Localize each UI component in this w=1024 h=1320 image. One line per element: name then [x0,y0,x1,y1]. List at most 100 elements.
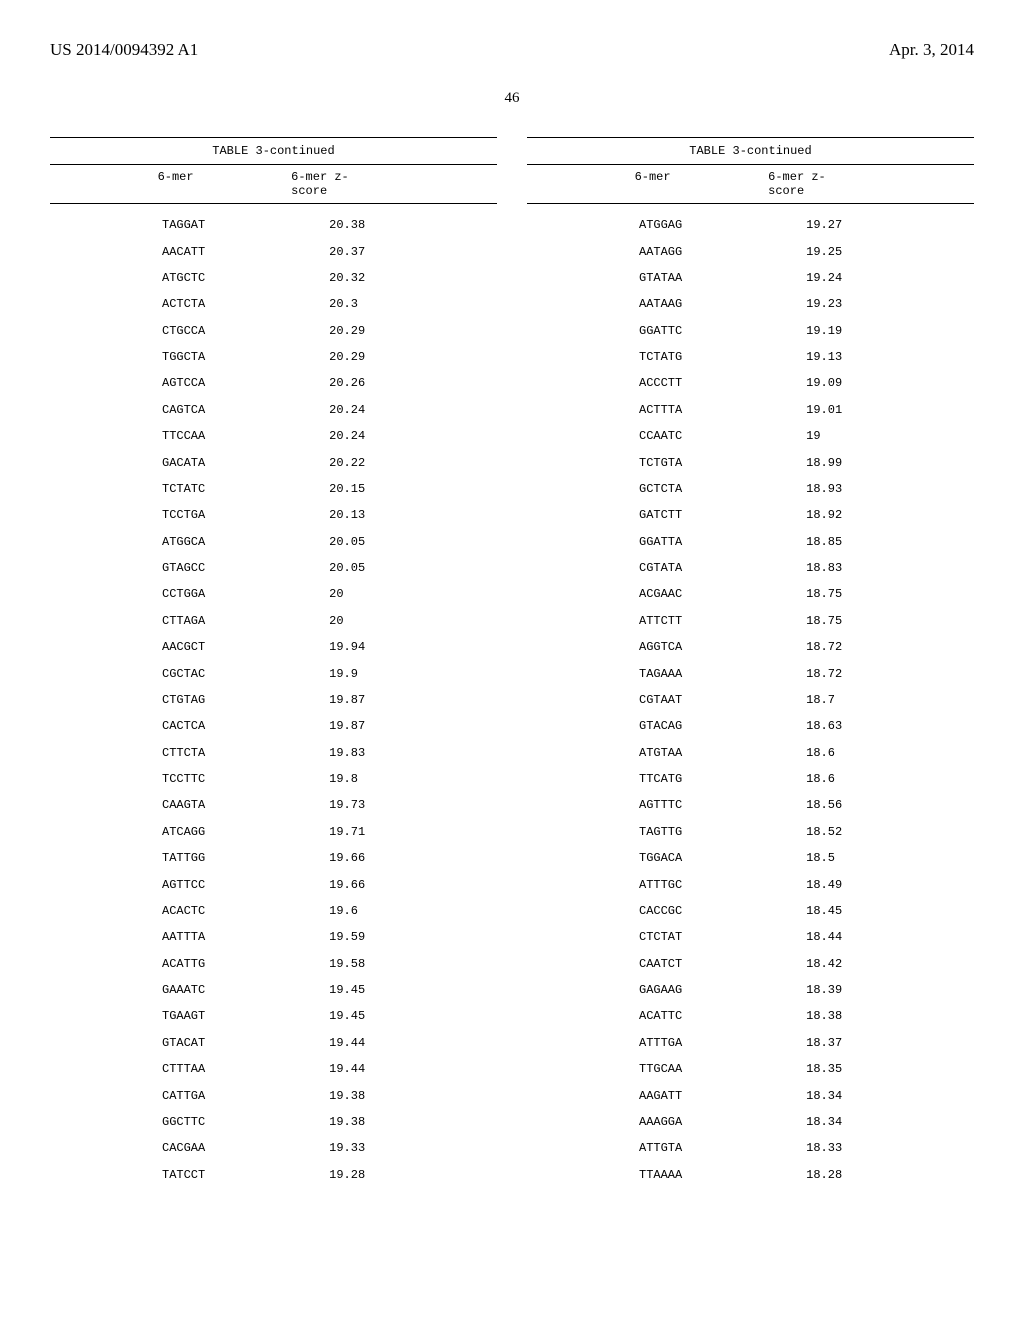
table-row: AAAGGA18.34 [527,1109,974,1135]
table-row: AATTTA19.59 [50,924,497,950]
score-cell: 18.33 [728,1141,974,1155]
mer-cell: CACTCA [50,719,251,733]
mer-cell: GCTCTA [527,482,728,496]
score-cell: 19.45 [251,983,497,997]
table-row: ATTTGC18.49 [527,871,974,897]
score-cell: 18.52 [728,825,974,839]
table-row: CACGAA19.33 [50,1135,497,1161]
rule-line [527,203,974,204]
mer-cell: AACATT [50,245,251,259]
score-cell: 19.94 [251,640,497,654]
table-row: TATCCT19.28 [50,1162,497,1188]
mer-cell: AAAGGA [527,1115,728,1129]
table-row: ACATTC18.38 [527,1003,974,1029]
mer-cell: AGTCCA [50,376,251,390]
mer-cell: CATTGA [50,1089,251,1103]
table-row: TGGCTA20.29 [50,344,497,370]
table-row: ATGCTC20.32 [50,265,497,291]
score-cell: 19.44 [251,1036,497,1050]
table-row: ACGAAC18.75 [527,581,974,607]
mer-cell: TCTATG [527,350,728,364]
score-cell: 20.38 [251,218,497,232]
mer-cell: GACATA [50,456,251,470]
table-row: TGGACA18.5 [527,845,974,871]
table-row: TTGCAA18.35 [527,1056,974,1082]
mer-cell: TGAAGT [50,1009,251,1023]
score-cell: 18.42 [728,957,974,971]
table-row: TGAAGT19.45 [50,1003,497,1029]
table-row: GGCTTC19.38 [50,1109,497,1135]
mer-cell: CGCTAC [50,667,251,681]
document-id: US 2014/0094392 A1 [50,40,198,60]
table-row: CTCTAT18.44 [527,924,974,950]
mer-cell: ACACTC [50,904,251,918]
mer-cell: AACGCT [50,640,251,654]
mer-cell: TCTATC [50,482,251,496]
table-row: AATAAG19.23 [527,291,974,317]
mer-cell: CACGAA [50,1141,251,1155]
table-row: ACTTTA19.01 [527,397,974,423]
score-cell: 20.29 [251,324,497,338]
score-cell: 18.93 [728,482,974,496]
score-cell: 19.8 [251,772,497,786]
score-cell: 20.13 [251,508,497,522]
table-row: GATCTT18.92 [527,502,974,528]
mer-cell: TTGCAA [527,1062,728,1076]
table-row: TAGTTG18.52 [527,819,974,845]
mer-cell: CCTGGA [50,587,251,601]
score-cell: 18.34 [728,1115,974,1129]
score-cell: 18.38 [728,1009,974,1023]
mer-cell: ACTCTA [50,297,251,311]
table-row: TAGGAT20.38 [50,212,497,238]
table-row: AGGTCA18.72 [527,634,974,660]
table-row: CAGTCA20.24 [50,397,497,423]
table-row: CTGCCA20.29 [50,318,497,344]
score-cell: 19.66 [251,878,497,892]
score-cell: 19.44 [251,1062,497,1076]
mer-cell: AGTTTC [527,798,728,812]
score-cell: 20 [251,587,497,601]
mer-cell: ACTTTA [527,403,728,417]
score-cell: 19.58 [251,957,497,971]
score-cell: 20 [251,614,497,628]
mer-cell: ACATTC [527,1009,728,1023]
score-cell: 18.35 [728,1062,974,1076]
table-row: TATTGG19.66 [50,845,497,871]
mer-cell: CACCGC [527,904,728,918]
mer-cell: CCAATC [527,429,728,443]
mer-cell: TCCTGA [50,508,251,522]
score-cell: 19.59 [251,930,497,944]
table-row: TTAAAA18.28 [527,1162,974,1188]
score-cell: 18.6 [728,746,974,760]
mer-cell: GAGAAG [527,983,728,997]
score-cell: 20.24 [251,403,497,417]
document-date: Apr. 3, 2014 [889,40,974,60]
score-cell: 20.29 [251,350,497,364]
mer-cell: TCTGTA [527,456,728,470]
right-column: TABLE 3-continued 6-mer 6-mer z- score A… [527,137,974,1188]
table-row: CACCGC18.45 [527,898,974,924]
score-cell: 20.22 [251,456,497,470]
mer-cell: TTCATG [527,772,728,786]
score-cell: 19.01 [728,403,974,417]
table-title: TABLE 3-continued [527,138,974,164]
table-row: GAAATC19.45 [50,977,497,1003]
mer-cell: TGGCTA [50,350,251,364]
mer-cell: CAAGTA [50,798,251,812]
score-cell: 20.24 [251,429,497,443]
score-cell: 20.3 [251,297,497,311]
score-cell: 19.87 [251,693,497,707]
score-cell: 18.56 [728,798,974,812]
table-row: TTCATG18.6 [527,766,974,792]
score-cell: 20.37 [251,245,497,259]
mer-cell: GTATAA [527,271,728,285]
score-cell: 19.66 [251,851,497,865]
score-cell: 18.7 [728,693,974,707]
column-header-mer: 6-mer [527,170,728,198]
table-row: ATTTGA18.37 [527,1030,974,1056]
table-row: ATGGAG19.27 [527,212,974,238]
table-columns-container: TABLE 3-continued 6-mer 6-mer z- score T… [50,137,974,1188]
mer-cell: GAAATC [50,983,251,997]
page-number: 46 [50,90,974,107]
mer-cell: CTTTAA [50,1062,251,1076]
